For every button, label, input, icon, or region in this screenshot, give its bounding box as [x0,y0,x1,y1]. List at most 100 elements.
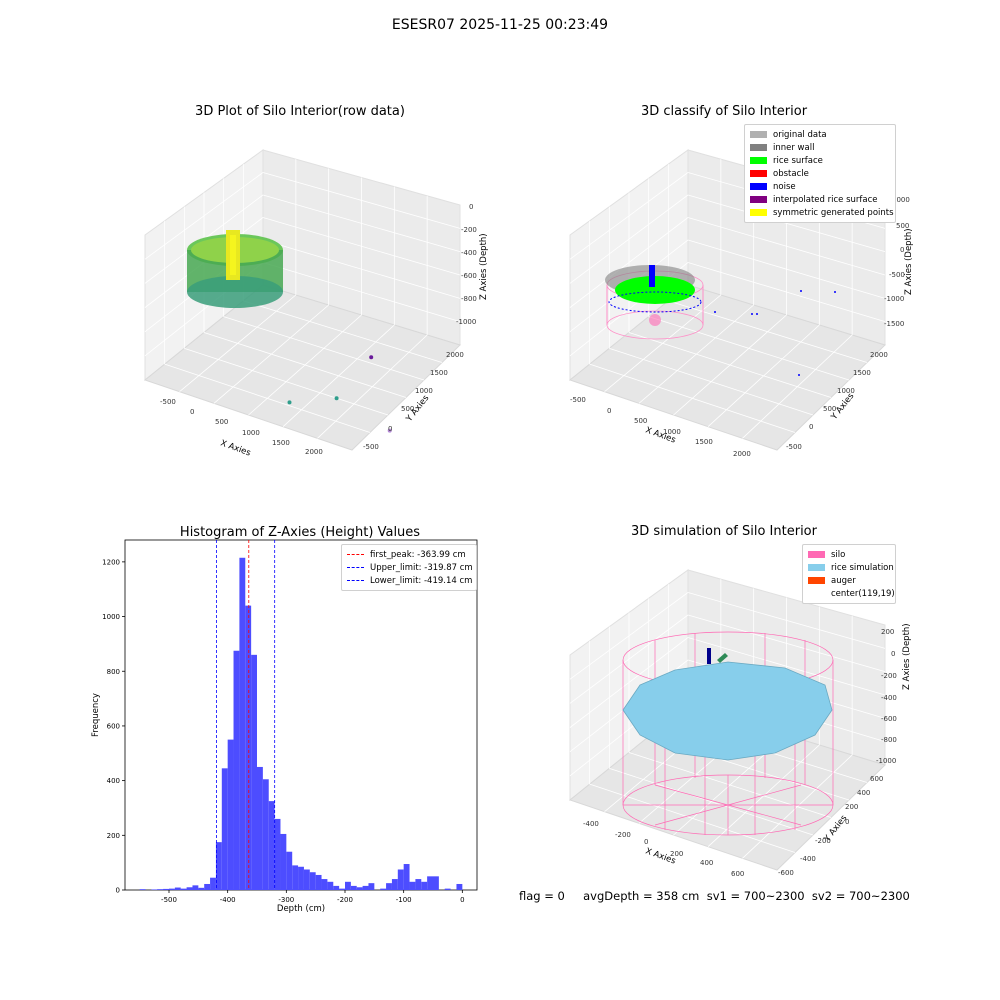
legend-item-original-data: original data [750,128,890,141]
raw-plot-title: 3D Plot of Silo Interior(row data) [195,104,405,119]
legend-item-rice-surface: rice surface [750,154,890,167]
histogram-bar [362,885,369,890]
z-tick-labels: 1000 500 0 -500 -1000 -1500 [884,196,910,328]
x-tick: 2000 [305,448,323,456]
y-tick: 500 [401,405,414,413]
legend-item-silo: silo [808,548,890,561]
classify-plot-title: 3D classify of Silo Interior [640,104,808,119]
z-tick: -400 [881,694,897,702]
y-tick: 1000 [415,387,433,395]
x-tick-label: 0 [460,896,464,904]
y-axis-label: Frequency [91,693,101,737]
histogram-bar [186,887,193,890]
histogram-bar [157,889,164,890]
legend-item-inner-wall: inner wall [750,141,890,154]
histogram-bar [315,874,322,890]
x-tick: -500 [160,398,176,406]
z-axis-label: Z Axies (Depth) [902,623,912,690]
histogram-bar [356,887,363,890]
histogram-bar [345,881,351,890]
histogram-bar [380,888,387,890]
x-tick: -200 [615,831,631,839]
z-tick: 0 [469,203,473,211]
legend-item-symmetric: symmetric generated points [750,206,894,219]
z-tick: 500 [896,222,909,230]
silo-point-cloud [187,230,283,308]
z-tick: -800 [881,736,897,744]
simulation-3d-plot: -400 -200 0 200 400 600 X Axies -600 -40… [568,569,912,878]
plot-area [124,539,478,891]
z-tick: -600 [881,715,897,723]
x-tick: 500 [634,417,647,425]
histogram-bar [274,818,281,890]
noise-points [714,290,836,376]
y-tick-label: 1200 [102,558,120,566]
x-tick: 0 [607,407,611,415]
y-tick-label: 200 [107,832,120,840]
z-axis-label: Z Axies (Depth) [904,228,914,295]
histogram-bar [257,766,263,890]
histogram-bar [427,876,433,890]
histogram-bar [221,768,228,890]
z-tick: 200 [881,628,894,636]
y-tick: 500 [823,405,836,413]
x-tick: 1000 [663,428,681,436]
histogram-bar [262,779,269,890]
x-tick: 0 [644,838,648,846]
histogram-bar [174,887,181,890]
histogram-bar [327,881,334,890]
histogram-legend: first_peak: -363.99 cm Upper_limit: -319… [341,544,477,591]
y-tick-label: 800 [107,668,120,676]
histogram-bar [245,605,252,891]
histogram-bar [280,833,287,890]
x-axis-label: X Axies [219,438,252,458]
classified-cylinder [605,265,704,340]
y-tick: 2000 [870,351,888,359]
y-tick: 1500 [853,369,871,377]
simulation-plot-title: 3D simulation of Silo Interior [631,524,817,539]
simulation-legend: silo rice simulation auger center(119,19… [802,544,896,604]
histogram-bar [198,887,205,890]
x-tick-labels: -500 0 500 1000 1500 2000 [570,396,751,458]
histogram-bar [339,888,345,890]
histogram-bar [227,739,234,890]
scatter-points [287,355,392,433]
y-tick: -400 [800,855,816,863]
histogram-bar [350,885,357,890]
histogram-bar [321,879,328,890]
legend-item-center: center(119,19) [831,588,895,599]
y-tick: -500 [363,443,379,451]
y-tick-label: 600 [107,722,120,730]
legend-item-interpolated: interpolated rice surface [750,193,890,206]
z-tick: 0 [900,246,904,254]
z-axis-label: Z Axies (Depth) [479,233,489,300]
y-tick-labels: -500 0 500 1000 1500 2000 [363,351,464,451]
histogram-bar [433,876,439,890]
z-tick: -800 [461,295,477,303]
classify-3d-plot: -500 0 500 1000 1500 2000 X Axies -500 0… [568,149,914,458]
y-tick: 2000 [446,351,464,359]
histogram-bar [204,883,211,890]
x-tick: -400 [583,820,599,828]
histogram-bars [139,557,463,891]
histogram-bar [298,866,304,890]
histogram-bar [139,889,146,890]
z-tick: 1000 [892,196,910,204]
x-tick-label: -300 [278,896,294,904]
legend-item-upper-limit: Upper_limit: -319.87 cm [347,561,473,574]
y-tick: -200 [815,837,831,845]
histogram-bar [415,879,422,890]
histogram-bar [180,888,187,890]
scatter-point [369,355,374,360]
histogram-bar [286,851,293,890]
x-tick: 1000 [242,429,260,437]
histogram-plot: Histogram of Z-Axies (Height) Values -50… [91,525,478,914]
z-tick-labels: 200 0 -200 -400 -600 -800 -1000 [876,628,897,765]
x-tick: 1500 [695,438,713,446]
x-tick-label: -200 [337,896,353,904]
legend-item-noise: noise [750,180,890,193]
y-tick: 400 [857,789,870,797]
z-tick: -1500 [884,320,904,328]
x-tick: 600 [731,870,744,878]
y-tick: 1500 [430,369,448,377]
